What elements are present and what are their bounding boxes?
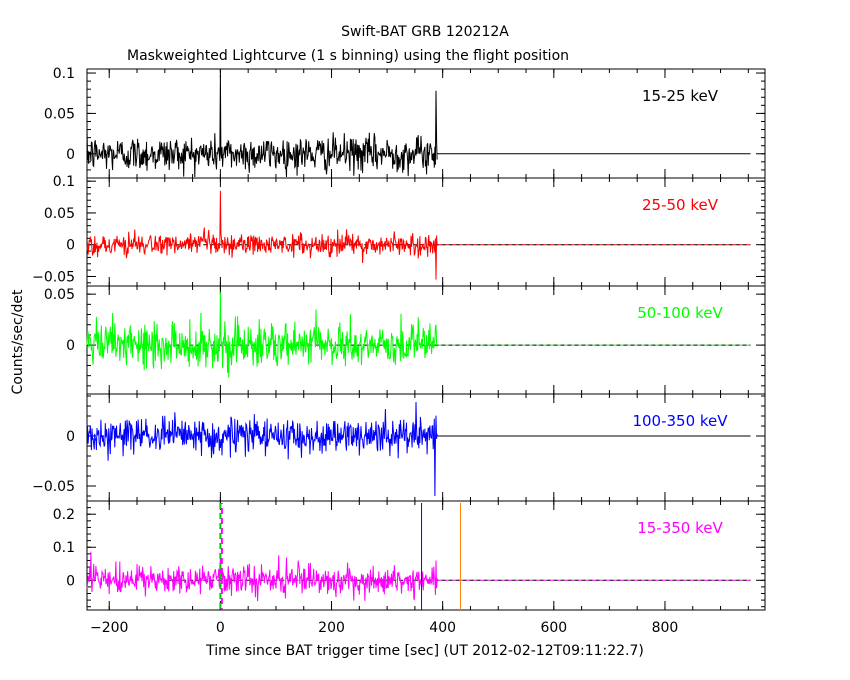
y-tick-label: 0.1 (53, 540, 75, 556)
band-label: 15-25 keV (642, 87, 719, 105)
panel-frame (86, 500, 766, 611)
y-tick-label: 0 (66, 573, 75, 589)
x-tick-label: −200 (90, 620, 128, 636)
panel-15-350-kev: 0 0.1 0.2 15-350 keV (53, 500, 766, 611)
y-tick-label: −0.05 (32, 479, 75, 495)
lightcurve-series (86, 551, 438, 602)
band-label: 15-350 keV (637, 519, 723, 537)
x-tick-label: 600 (540, 620, 567, 636)
lightcurve-series (86, 74, 438, 178)
y-tick-label: −0.05 (32, 269, 75, 285)
panel-15-25-kev: 0 0.05 0.1 15-25 keV (44, 66, 766, 179)
lightcurve-series (86, 292, 438, 378)
y-tick-label: 0.05 (44, 106, 75, 122)
x-tick-label: 800 (652, 620, 679, 636)
x-axis-label: Time since BAT trigger time [sec] (UT 20… (205, 643, 644, 659)
panels-group: 0 0.05 0.1 15-25 keV −0.05 0 0.05 0.1 25-50 keV 0… (32, 66, 766, 636)
y-tick-label: 0.2 (53, 507, 75, 523)
panel-frame (86, 393, 766, 502)
y-tick-label: 0 (66, 429, 75, 445)
x-tick-label: 400 (429, 620, 456, 636)
chart-title: Swift-BAT GRB 120212A (341, 24, 509, 40)
y-axis-label: Counts/sec/det (10, 289, 26, 394)
y-tick-label: 0.05 (44, 287, 75, 303)
y-tick-label: 0.1 (53, 66, 75, 82)
band-label: 100-350 keV (632, 412, 728, 430)
chart-subtitle: Maskweighted Lightcurve (1 s binning) us… (127, 48, 569, 64)
panel-100-350-kev: −0.05 0 100-350 keV (32, 393, 766, 502)
panel-frame (86, 177, 766, 287)
y-tick-label: 0.1 (53, 174, 75, 190)
band-label: 25-50 keV (642, 196, 719, 214)
x-tick-label: 200 (318, 620, 345, 636)
y-tick-label: 0 (66, 238, 75, 254)
band-label: 50-100 keV (637, 304, 723, 322)
panel-25-50-kev: −0.05 0 0.05 0.1 25-50 keV (32, 174, 766, 287)
lightcurve-series (86, 401, 438, 497)
y-tick-label: 0 (66, 338, 75, 354)
y-tick-label: 0.05 (44, 206, 75, 222)
lightcurve-series (86, 190, 438, 280)
x-tick-label: 0 (216, 620, 225, 636)
y-tick-label: 0 (66, 147, 75, 163)
panel-50-100-kev: 0 0.05 50-100 keV (44, 285, 766, 395)
